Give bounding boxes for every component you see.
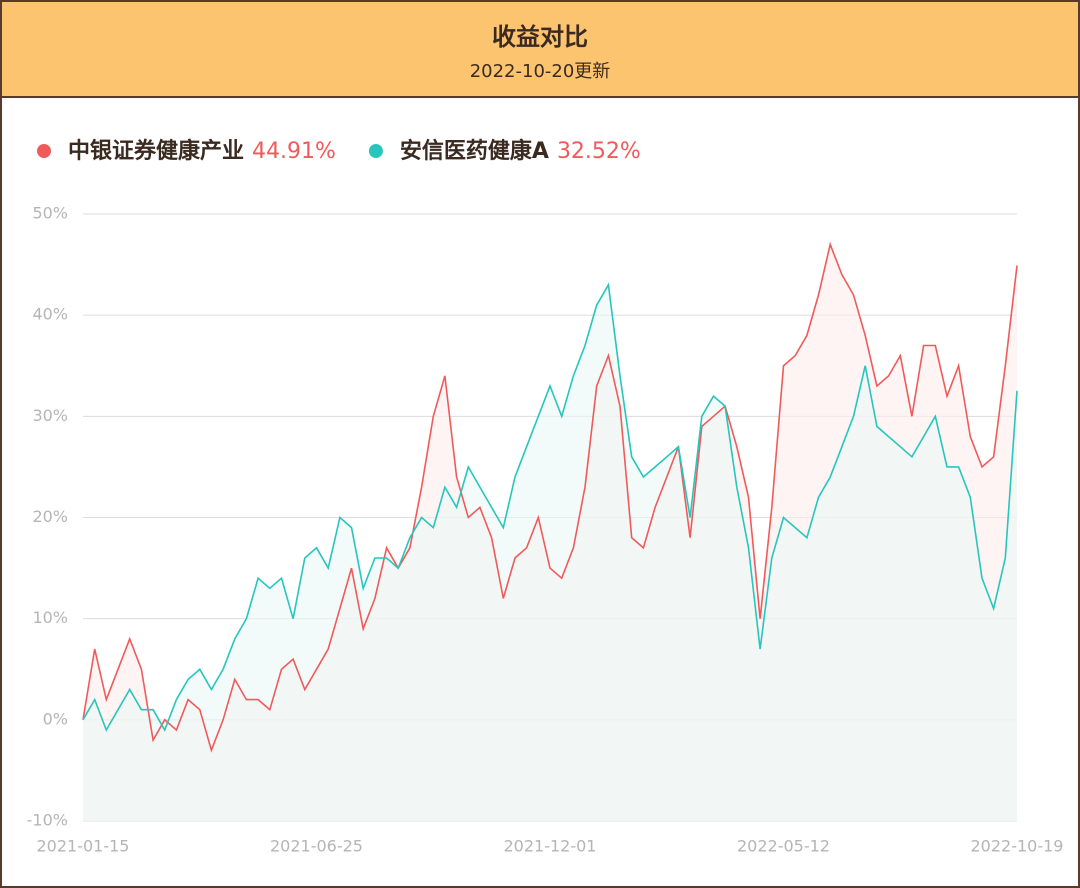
x-tick-label: 2022-05-12 <box>737 837 830 856</box>
y-tick-label: -10% <box>27 811 68 830</box>
y-tick-label: 40% <box>32 305 68 324</box>
y-tick-label: 10% <box>32 608 68 627</box>
x-tick-label: 2021-12-01 <box>504 837 597 856</box>
chart-subtitle: 2022-10-20更新 <box>470 61 611 82</box>
y-tick-label: 30% <box>32 406 68 425</box>
line <box>82 241 1018 753</box>
legend-swatch <box>37 144 51 158</box>
line <box>82 282 1018 732</box>
y-tick-label: 20% <box>32 507 68 526</box>
chart-title: 收益对比 <box>492 23 588 51</box>
legend-label: 中银证券健康产业 <box>68 138 244 164</box>
area <box>83 284 1017 821</box>
x-tick-label: 2022-10-19 <box>971 837 1064 856</box>
legend-label: 安信医药健康A <box>400 138 549 164</box>
y-tick-label: 0% <box>43 709 68 728</box>
legend-swatch <box>368 144 383 158</box>
legend-value: 44.91% <box>252 139 336 164</box>
y-tick-label: 50% <box>32 204 68 223</box>
header <box>0 0 1080 98</box>
legend-value: 32.52% <box>557 139 641 164</box>
x-tick-label: 2021-01-15 <box>37 837 130 856</box>
x-tick-label: 2021-06-25 <box>270 837 363 856</box>
